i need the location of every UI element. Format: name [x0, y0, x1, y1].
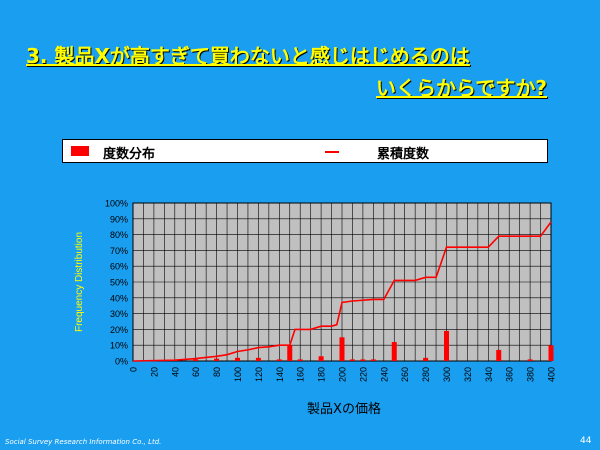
x-tick-label: 160	[296, 367, 306, 382]
legend-line-label: 累積度数	[377, 147, 430, 162]
y-tick-label: 50%	[110, 278, 128, 288]
y-tick-label: 90%	[110, 214, 128, 224]
x-tick-label: 180	[317, 367, 327, 382]
x-tick-label: 300	[442, 367, 452, 382]
x-tick-label: 100	[233, 367, 243, 382]
x-tick-label: 200	[338, 367, 348, 382]
frequency-bar	[235, 357, 240, 361]
cumulative-line	[132, 221, 552, 362]
page-number: 44	[580, 436, 592, 446]
x-tick-label: 400	[547, 367, 557, 382]
y-tick-label: 30%	[110, 309, 128, 319]
y-tick-label: 0%	[115, 357, 128, 367]
frequency-bar	[297, 359, 303, 361]
frequency-bar	[287, 345, 293, 361]
chart-legend: 度数分布 累積度数	[62, 139, 548, 163]
x-tick-label: 340	[484, 367, 494, 382]
x-tick-label: 220	[358, 367, 368, 382]
frequency-bar	[214, 358, 220, 361]
y-tick-label: 80%	[110, 230, 128, 240]
x-tick-label: 280	[421, 367, 431, 382]
x-axis-title: 製品Xの価格	[307, 401, 381, 417]
slide-title-line2: いくらからですか?	[376, 76, 548, 100]
y-axis-title: Frequency Distribution	[74, 232, 85, 332]
x-tick-label: 40	[170, 367, 180, 377]
frequency-bar	[423, 357, 429, 361]
y-tick-label: 100%	[105, 199, 128, 209]
y-tick-label: 70%	[110, 246, 128, 256]
y-tick-label: 40%	[110, 293, 128, 303]
x-tick-label: 320	[463, 367, 473, 382]
x-tick-label: 0	[129, 367, 139, 372]
y-tick-label: 10%	[110, 341, 128, 351]
frequency-bar	[360, 359, 366, 361]
frequency-bar	[496, 349, 502, 361]
frequency-bar	[548, 345, 554, 361]
frequency-bar	[255, 357, 261, 361]
y-tick-label: 60%	[110, 262, 128, 272]
frequency-bar	[391, 342, 397, 361]
frequency-bar	[370, 359, 376, 361]
x-tick-label: 60	[191, 367, 201, 377]
x-tick-label: 260	[400, 367, 410, 382]
frequency-bar	[527, 359, 533, 361]
legend-bar-swatch	[71, 146, 89, 156]
x-tick-label: 360	[505, 367, 515, 382]
x-tick-label: 20	[149, 367, 159, 377]
frequency-bar	[318, 356, 324, 361]
x-tick-label: 120	[254, 367, 264, 382]
frequency-bar	[276, 359, 282, 361]
legend-bar-label: 度数分布	[103, 147, 156, 162]
frequency-bar	[193, 359, 199, 361]
x-tick-label: 240	[379, 367, 389, 382]
slide-title-line1: 3. 製品Xが高すぎて買わないと感じはじめるのは	[26, 44, 470, 68]
x-tick-label: 140	[275, 367, 285, 382]
x-tick-label: 80	[212, 367, 222, 377]
frequency-bar	[349, 359, 355, 361]
x-tick-label: 380	[526, 367, 536, 382]
frequency-bar	[444, 330, 449, 361]
y-tick-label: 20%	[110, 325, 128, 335]
footer-company: Social Survey Research Information Co., …	[5, 438, 162, 446]
legend-line-swatch	[325, 151, 339, 153]
frequency-bar	[339, 337, 345, 361]
